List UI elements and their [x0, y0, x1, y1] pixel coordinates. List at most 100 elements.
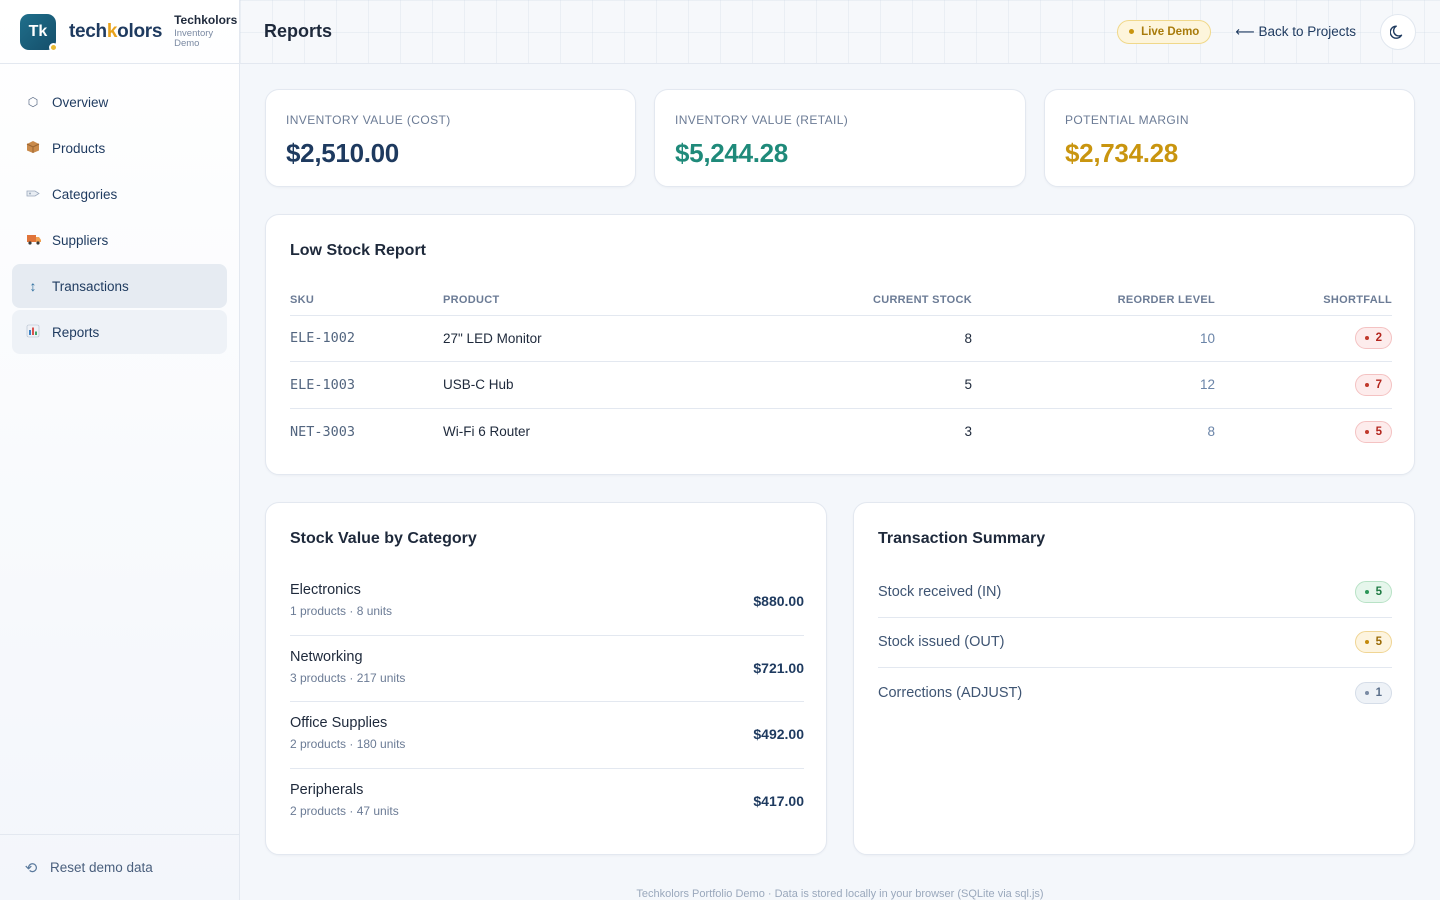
shortfall-cell: 7	[1215, 361, 1392, 409]
badge-count: 5	[1375, 585, 1382, 598]
sidebar-item-label: Categories	[52, 186, 118, 202]
sidebar-item-products[interactable]: Products	[12, 126, 227, 170]
count-badge: 5	[1354, 580, 1392, 603]
stat-card-retail: INVENTORY VALUE (RETAIL) $5,244.28	[654, 89, 1026, 187]
category-meta: 1 products · 8 units	[290, 604, 393, 618]
badge-count: 2	[1375, 332, 1382, 345]
transaction-summary-card: Transaction Summary Stock received (IN) …	[853, 502, 1415, 855]
brand-name: Techkolors	[174, 13, 238, 27]
bar-chart-icon	[26, 324, 40, 341]
truck-icon	[26, 232, 41, 249]
logo-text: Tk	[28, 22, 48, 40]
category-value: $417.00	[753, 792, 804, 809]
table-row[interactable]: ELE-1003 USB-C Hub 5 12 7	[290, 361, 1392, 409]
logo: Tk	[20, 13, 58, 52]
sku-cell: ELE-1002	[290, 315, 443, 362]
sidebar-item-label: Overview	[52, 94, 109, 110]
badge-count: 7	[1375, 378, 1382, 391]
wordmark-accent: k	[106, 20, 118, 42]
list-item: Peripherals 2 products · 47 units $417.0…	[290, 769, 804, 836]
shortfall-badge: 2	[1354, 327, 1392, 350]
stat-value: $2,510.00	[286, 138, 399, 168]
page-footer: Techkolors Portfolio Demo · Data is stor…	[636, 888, 1044, 900]
shortfall-badge: 5	[1354, 420, 1392, 443]
list-item: Stock received (IN) 5	[878, 567, 1392, 618]
hexagon-icon: ⬡	[27, 95, 39, 109]
badge-count: 5	[1375, 636, 1382, 649]
card-title: Low Stock Report	[290, 242, 427, 259]
list-item: Electronics 1 products · 8 units $880.00	[290, 569, 804, 636]
theme-toggle-button[interactable]	[1380, 13, 1416, 50]
list-item: Stock issued (OUT) 5	[878, 618, 1392, 668]
stat-value: $5,244.28	[675, 138, 788, 168]
reorder-level-cell: 12	[972, 361, 1215, 409]
shortfall-badge: 7	[1354, 373, 1392, 396]
stat-label: INVENTORY VALUE (RETAIL)	[675, 113, 849, 127]
stat-card-margin: POTENTIAL MARGIN $2,734.28	[1044, 89, 1415, 187]
category-name: Networking	[290, 648, 363, 665]
sidebar: Tk techkolors Techkolors Inventory Demo …	[0, 0, 240, 900]
badge-dot	[1364, 691, 1369, 696]
category-meta: 2 products · 180 units	[290, 737, 406, 751]
header-actions: Live Demo ⟵ Back to Projects	[1117, 13, 1416, 50]
live-dot	[1129, 29, 1135, 34]
back-to-projects-link[interactable]: ⟵ Back to Projects	[1235, 23, 1356, 39]
page-title: Reports	[264, 21, 333, 41]
current-stock-cell: 8	[743, 315, 972, 362]
low-stock-table: SKU PRODUCT CURRENT STOCK REORDER LEVEL …	[290, 285, 1392, 455]
product-cell: Wi-Fi 6 Router	[443, 424, 531, 439]
badge-dot	[1364, 429, 1369, 434]
transaction-type-label: Stock issued (OUT)	[878, 634, 1005, 651]
current-stock-cell: 3	[964, 424, 972, 439]
wordmark-part: olors	[117, 20, 163, 42]
box-icon	[26, 140, 40, 157]
column-header: SKU	[290, 285, 443, 316]
sidebar-item-overview[interactable]: ⬡ Overview	[12, 80, 227, 124]
transaction-type-label: Stock received (IN)	[878, 583, 1002, 600]
sidebar-item-suppliers[interactable]: Suppliers	[12, 218, 227, 262]
badge-count: 5	[1375, 425, 1382, 438]
card-title: Stock Value by Category	[290, 530, 477, 547]
badge-dot	[1364, 589, 1369, 594]
reset-label: Reset demo data	[50, 860, 153, 875]
stat-value: $2,734.28	[1065, 138, 1178, 168]
table-row[interactable]: ELE-1002 27" LED Monitor 8 10 2	[290, 315, 1392, 362]
top-header: Reports Live Demo ⟵ Back to Projects	[240, 0, 1440, 64]
category-value: $492.00	[753, 726, 804, 742]
sidebar-nav: ⬡ Overview Products Categories Suppliers…	[0, 64, 239, 372]
product-cell: 27" LED Monitor	[443, 315, 743, 362]
sidebar-item-categories[interactable]: Categories	[12, 172, 227, 216]
table-row[interactable]: NET-3003 Wi-Fi 6 Router 3 8 5	[290, 408, 1392, 455]
count-badge: 1	[1354, 682, 1392, 705]
category-meta: 2 products · 47 units	[290, 803, 399, 818]
tag-icon	[26, 186, 40, 203]
category-value: $721.00	[753, 659, 804, 676]
category-list: Electronics 1 products · 8 units $880.00…	[290, 569, 804, 835]
refresh-icon: ⟲	[24, 859, 38, 877]
sidebar-item-transactions[interactable]: ↕ Transactions	[12, 264, 227, 308]
sidebar-item-label: Reports	[52, 324, 100, 340]
column-header: REORDER LEVEL	[972, 285, 1215, 316]
live-demo-badge: Live Demo	[1117, 19, 1212, 44]
sidebar-item-label: Suppliers	[52, 232, 109, 248]
sidebar-item-label: Products	[52, 140, 106, 156]
shortfall-cell: 2	[1215, 315, 1392, 362]
category-meta: 3 products · 217 units	[290, 670, 406, 685]
stat-label: POTENTIAL MARGIN	[1065, 113, 1189, 127]
column-header: SHORTFALL	[1215, 285, 1392, 316]
sidebar-item-reports[interactable]: Reports	[12, 310, 227, 354]
badge-dot	[1364, 640, 1369, 645]
moon-icon	[1390, 25, 1403, 39]
badge-dot	[1364, 382, 1369, 387]
low-stock-card: Low Stock Report SKU PRODUCT CURRENT STO…	[265, 214, 1415, 475]
brand[interactable]: Tk techkolors Techkolors Inventory Demo	[0, 0, 239, 64]
card-title: Transaction Summary	[878, 530, 1046, 547]
category-name: Peripherals	[290, 781, 364, 798]
count-badge: 5	[1354, 631, 1392, 654]
column-header: PRODUCT	[443, 285, 743, 316]
category-name: Office Supplies	[290, 715, 388, 731]
transaction-summary-list: Stock received (IN) 5 Stock issued (OUT)…	[878, 567, 1392, 719]
table-header-row: SKU PRODUCT CURRENT STOCK REORDER LEVEL …	[290, 285, 1392, 316]
reset-demo-button[interactable]: ⟲ Reset demo data	[0, 834, 239, 900]
list-item: Corrections (ADJUST) 1	[878, 668, 1392, 719]
